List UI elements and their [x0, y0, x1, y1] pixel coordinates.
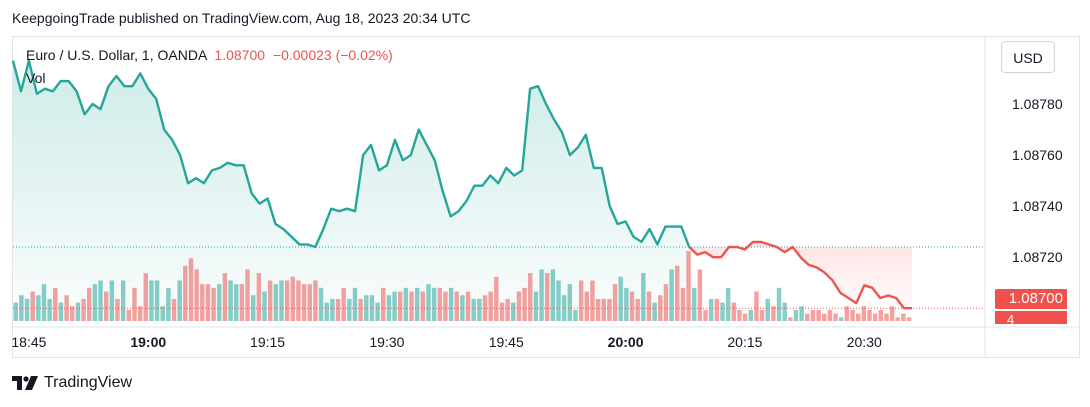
volume-bar	[725, 287, 731, 321]
volume-bar	[867, 309, 872, 321]
volume-bar	[901, 313, 906, 321]
volume-bar	[827, 309, 833, 321]
volume-label: Vol	[26, 70, 46, 86]
volume-bar	[850, 309, 855, 321]
volume-bar	[714, 298, 720, 321]
x-tick-label: 20:15	[727, 334, 762, 350]
y-tick-label: 1.08740	[1012, 198, 1063, 214]
symbol-title: Euro / U.S. Dollar, 1, OANDA	[26, 47, 207, 63]
price-change: −0.00023 (−0.02%)	[272, 47, 393, 63]
volume-bar	[861, 306, 867, 321]
volume-bar	[810, 309, 816, 321]
volume-bar	[708, 298, 714, 321]
x-tick-label: 20:00	[608, 334, 644, 350]
x-tick-label: 19:30	[369, 334, 404, 350]
volume-bar	[906, 317, 912, 321]
y-tick-label: 1.08720	[1012, 249, 1063, 265]
price-line-up	[11, 59, 691, 249]
volume-bar	[776, 287, 782, 321]
volume-bar	[788, 317, 793, 321]
volume-bar	[833, 313, 838, 321]
last-price-badge: 1.08700	[995, 289, 1067, 309]
volume-bar	[691, 287, 697, 321]
volume-bar	[872, 313, 878, 321]
volume-bar	[748, 309, 753, 321]
volume-bar	[839, 317, 844, 321]
volume-bar	[855, 313, 861, 321]
volume-bar	[703, 309, 708, 321]
chart-frame	[12, 36, 1080, 358]
volume-bar	[799, 306, 804, 321]
volume-bar	[754, 291, 759, 321]
volume-bar	[895, 317, 900, 321]
volume-bar	[805, 313, 810, 321]
tradingview-logo-icon	[12, 376, 38, 390]
volume-bar	[720, 302, 725, 321]
volume-bar	[771, 306, 776, 321]
volume-bar	[782, 302, 787, 321]
volume-badge: 4	[995, 311, 1067, 324]
volume-bar	[737, 309, 742, 321]
volume-bar	[759, 309, 765, 321]
chart-legend: Euro / U.S. Dollar, 1, OANDA 1.08700 −0.…	[26, 47, 393, 63]
y-tick-label: 1.08760	[1012, 147, 1063, 163]
y-tick-label: 1.08780	[1012, 96, 1063, 112]
volume-bar	[731, 302, 737, 321]
x-tick-label: 19:45	[489, 334, 524, 350]
volume-bar	[844, 306, 850, 321]
price-area-down	[689, 241, 912, 309]
volume-bar	[889, 306, 895, 321]
volume-bar	[793, 309, 799, 321]
currency-button[interactable]: USD	[1001, 41, 1055, 73]
x-tick-label: 20:30	[847, 334, 882, 350]
volume-bar	[816, 309, 821, 321]
volume-bar	[742, 313, 748, 321]
x-tick-label: 19:00	[130, 334, 166, 350]
price-line-down	[688, 240, 912, 310]
x-tick-label: 18:45	[11, 334, 46, 350]
tradingview-brand: TradingView	[44, 374, 133, 391]
volume-bar	[697, 269, 703, 321]
tradingview-logo[interactable]: TradingView	[12, 374, 132, 392]
published-caption: KeepgoingTrade published on TradingView.…	[12, 10, 471, 26]
volume-bar	[878, 309, 884, 321]
price-area-up	[13, 60, 690, 321]
last-price: 1.08700	[214, 47, 266, 63]
volume-bar	[765, 298, 770, 321]
x-tick-label: 19:15	[250, 334, 285, 350]
volume-bar	[884, 313, 889, 321]
volume-bar	[822, 313, 827, 321]
